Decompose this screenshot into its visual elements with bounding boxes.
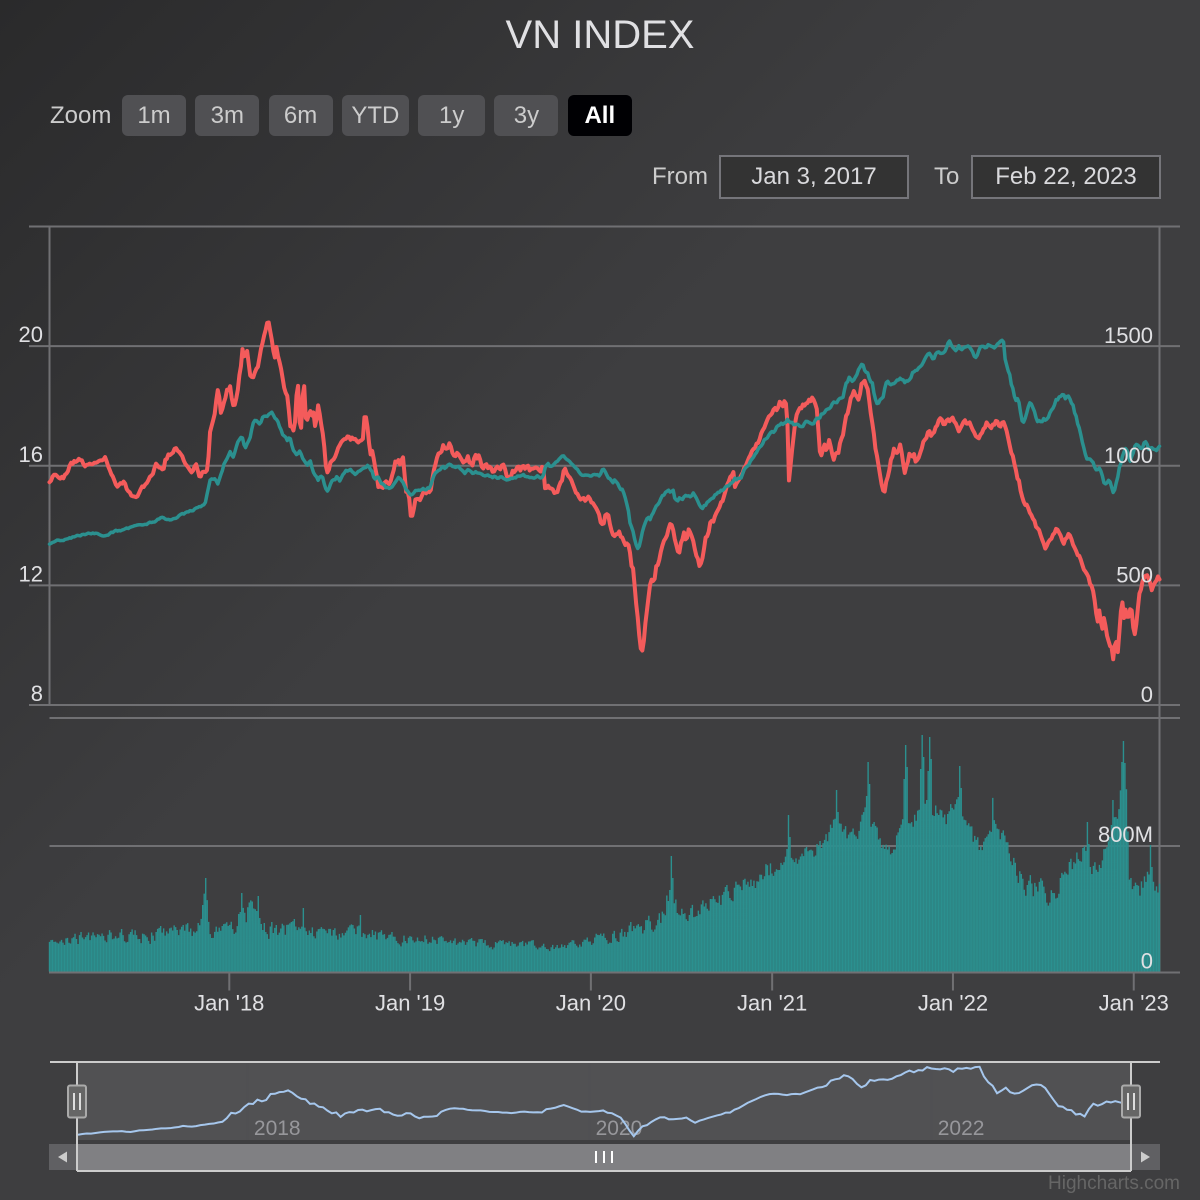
zoom-button-1m[interactable]: 1m: [122, 95, 186, 136]
credits-link[interactable]: Highcharts.com: [1048, 1173, 1180, 1194]
navigator-axis-label: 2022: [938, 1117, 985, 1140]
left-axis-label: 12: [19, 561, 43, 586]
zoom-button-1y[interactable]: 1y: [418, 95, 486, 136]
navigator-series-line: [77, 1065, 1125, 1138]
scrollbar-right-arrow-icon[interactable]: [1141, 1151, 1150, 1163]
x-axis-label: Jan '22: [918, 991, 988, 1016]
x-axis-label: Jan '21: [737, 991, 807, 1016]
scrollbar-left-arrow-icon[interactable]: [58, 1151, 67, 1163]
right-axis-label: 500: [1116, 562, 1153, 587]
navigator-axis-label: 2018: [254, 1117, 301, 1140]
left-axis-label: 20: [19, 322, 43, 347]
x-axis-label: Jan '19: [375, 991, 445, 1016]
handle-grip-icon: [73, 1093, 81, 1110]
volume-axis-label: 0: [1141, 949, 1153, 974]
volume-columns: [48, 735, 1161, 972]
right-axis-label: 1500: [1104, 323, 1153, 348]
x-axis-label: Jan '18: [194, 991, 264, 1016]
chart-title: VN INDEX: [505, 13, 695, 57]
x-axis-label: Jan '23: [1099, 991, 1169, 1016]
left-axis-label: 8: [31, 681, 43, 706]
navigator-right-handle[interactable]: [1121, 1084, 1141, 1119]
zoom-label: Zoom: [50, 102, 112, 129]
navigator-axis-label: 2020: [596, 1117, 643, 1140]
range-selector-buttons: 1m 3m 6m YTD 1y 3y All: [122, 95, 632, 136]
right-axis-label: 1000: [1104, 443, 1153, 468]
from-date-input[interactable]: [719, 155, 909, 199]
to-date-input[interactable]: [971, 155, 1161, 199]
vn-index-line: [47, 338, 1162, 551]
from-label: From: [652, 163, 708, 190]
to-label: To: [934, 163, 960, 190]
x-axis-label: Jan '20: [556, 991, 626, 1016]
navigator-mask[interactable]: [77, 1062, 1131, 1140]
right-axis-label: 0: [1141, 682, 1153, 707]
zoom-button-6m[interactable]: 6m: [268, 95, 333, 136]
left-axis-label: 16: [19, 442, 43, 467]
zoom-button-ytd[interactable]: YTD: [341, 95, 409, 136]
handle-grip-icon: [1127, 1093, 1135, 1110]
zoom-button-3y[interactable]: 3y: [494, 95, 559, 136]
volume-axis-label: 800M: [1098, 822, 1153, 847]
navigator-left-handle[interactable]: [67, 1084, 87, 1119]
zoom-button-3m[interactable]: 3m: [195, 95, 260, 136]
zoom-button-all[interactable]: All: [567, 95, 632, 136]
pe-line: [47, 320, 1162, 662]
